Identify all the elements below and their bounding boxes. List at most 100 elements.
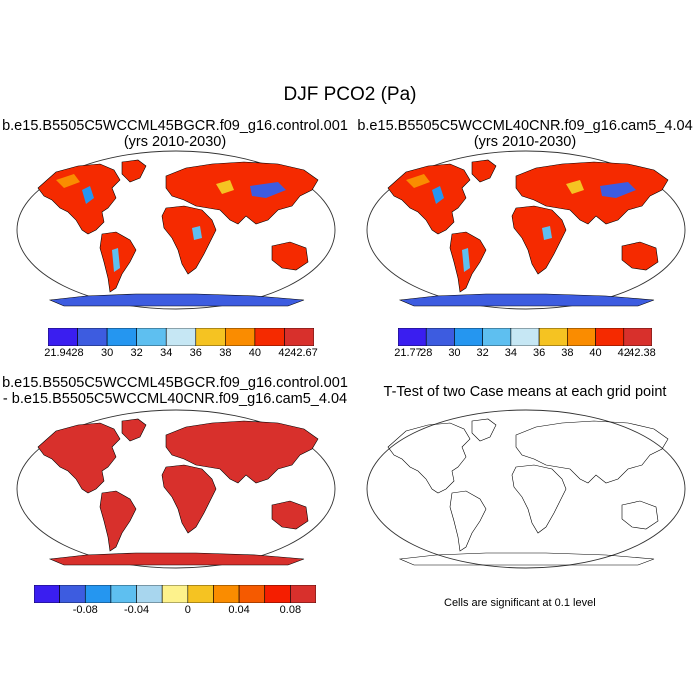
panel-title-line: (yrs 2010-2030) bbox=[123, 134, 227, 150]
panel-title-line: T-Test of two Case means at each grid po… bbox=[383, 384, 667, 400]
colorbar-tick-label: 0 bbox=[184, 604, 191, 616]
colorbar-tick-label: 40 bbox=[248, 347, 261, 359]
continent-greenland bbox=[471, 159, 497, 183]
colorbar-tick-label: 28 bbox=[71, 347, 84, 359]
colorbar-tick-label: 36 bbox=[189, 347, 202, 359]
continent-australia bbox=[271, 241, 309, 271]
colorbar-swatch bbox=[77, 328, 108, 346]
colorbar-swatch bbox=[187, 585, 214, 603]
continent-south-america bbox=[99, 490, 137, 552]
colorbar-labels-difference: -0.08 -0.04 0 0.04 0.08 bbox=[34, 604, 316, 618]
continent-europe-asia bbox=[165, 161, 319, 225]
colorbar-swatch bbox=[482, 328, 512, 346]
panel-title-difference: b.e15.B5505C5WCCML45BGCR.f09_g16.control… bbox=[0, 375, 350, 407]
colorbar-swatch bbox=[623, 328, 652, 346]
colorbar-tick-label: 34 bbox=[160, 347, 173, 359]
colorbar-swatch bbox=[213, 585, 240, 603]
colorbar-tick-label: 30 bbox=[100, 347, 114, 359]
colorbar-tick-label: 0.04 bbox=[228, 604, 250, 616]
colorbar-swatch bbox=[238, 585, 266, 603]
colorbar-labels-case1: 21.94 28 30 32 34 36 38 40 42 42.67 bbox=[44, 347, 318, 361]
colorbar-swatch bbox=[290, 585, 316, 603]
colorbar-swatch bbox=[59, 585, 86, 603]
continent-africa bbox=[511, 205, 567, 275]
colorbar-tick-label: 42 bbox=[617, 347, 630, 359]
colorbar-swatch bbox=[254, 328, 285, 346]
colorbar-tick-label: 30 bbox=[448, 347, 461, 359]
colorbar-swatch bbox=[425, 328, 455, 346]
elevation-patch bbox=[566, 180, 584, 194]
colorbar-swatch bbox=[195, 328, 226, 346]
colorbar-swatch bbox=[48, 328, 78, 346]
continent-europe-asia bbox=[165, 420, 319, 484]
map-case1 bbox=[16, 150, 336, 310]
continent-greenland bbox=[121, 159, 147, 183]
significance-note: Cells are significant at 0.1 level bbox=[444, 597, 596, 609]
elevation-patch bbox=[56, 174, 80, 188]
colorbar-case2 bbox=[398, 328, 652, 346]
continent-greenland bbox=[121, 418, 147, 442]
continent-europe-asia bbox=[515, 161, 669, 225]
continent-africa bbox=[161, 205, 217, 275]
panel-title-line: - b.e15.B5505C5WCCML40CNR.f09_g16.cam5_4… bbox=[2, 391, 348, 407]
colorbar-tick-label: 0.08 bbox=[279, 604, 302, 616]
continent-australia bbox=[271, 500, 309, 530]
panel-title-case1: b.e15.B5505C5WCCML45BGCR.f09_g16.control… bbox=[0, 118, 350, 150]
colorbar-tick-label: 36 bbox=[532, 347, 546, 359]
colorbar-swatch bbox=[567, 328, 596, 346]
colorbar-swatch bbox=[110, 585, 137, 603]
colorbar-tick-label: -0.08 bbox=[72, 604, 98, 616]
colorbar-tick-label: 42 bbox=[278, 347, 291, 359]
elevation-patch bbox=[112, 248, 120, 272]
continent-europe-asia bbox=[515, 420, 669, 484]
colorbar-swatch bbox=[538, 328, 568, 346]
panel-title-line: b.e15.B5505C5WCCML40CNR.f09_g16.cam5_4.0… bbox=[357, 118, 693, 134]
continent-north-america bbox=[387, 422, 471, 494]
continent-africa bbox=[511, 464, 567, 534]
colorbar-tick-label: 40 bbox=[589, 347, 602, 359]
continent-antarctica bbox=[398, 552, 655, 566]
colorbar-swatch bbox=[84, 585, 112, 603]
continent-south-america bbox=[449, 490, 487, 552]
colorbar-labels-case2: 21.77 28 30 32 34 36 38 40 42 42.38 bbox=[394, 347, 656, 361]
colorbar-difference bbox=[34, 585, 316, 603]
colorbar-swatch bbox=[34, 585, 60, 603]
colorbar-tick-label: 32 bbox=[130, 347, 143, 359]
colorbar-tick-label: 38 bbox=[219, 347, 232, 359]
colorbar-tick-label: 38 bbox=[561, 347, 574, 359]
elevation-patch bbox=[250, 182, 286, 198]
colorbar-tick-label: 42.38 bbox=[628, 347, 656, 359]
panel-title-line: b.e15.B5505C5WCCML45BGCR.f09_g16.control… bbox=[2, 118, 348, 134]
figure-title: DJF PCO2 (Pa) bbox=[283, 84, 417, 105]
continent-north-america bbox=[37, 422, 121, 494]
colorbar-tick-label: 32 bbox=[476, 347, 489, 359]
map-ttest bbox=[366, 409, 686, 569]
continent-africa bbox=[161, 464, 217, 534]
panel-title-line: b.e15.B5505C5WCCML45BGCR.f09_g16.control… bbox=[2, 375, 348, 391]
continent-australia bbox=[621, 241, 659, 271]
colorbar-swatch bbox=[454, 328, 483, 346]
elevation-patch bbox=[462, 248, 470, 272]
elevation-patch bbox=[192, 226, 202, 240]
elevation-patch bbox=[406, 174, 430, 188]
map-boundary bbox=[366, 409, 686, 569]
elevation-patch bbox=[600, 182, 636, 198]
elevation-patch bbox=[82, 186, 94, 204]
colorbar-swatch bbox=[284, 328, 314, 346]
elevation-patch bbox=[542, 226, 552, 240]
map-case2 bbox=[366, 150, 686, 310]
colorbar-tick-label: 42.67 bbox=[290, 347, 318, 359]
continent-antarctica bbox=[398, 293, 655, 307]
colorbar-swatch bbox=[106, 328, 137, 346]
colorbar-swatch bbox=[264, 585, 291, 603]
colorbar-swatch bbox=[398, 328, 427, 346]
continent-antarctica bbox=[48, 293, 305, 307]
colorbar-tick-label: 21.94 bbox=[44, 347, 72, 359]
colorbar-tick-label: 21.77 bbox=[394, 347, 422, 359]
continent-australia bbox=[621, 500, 659, 530]
colorbar-swatch bbox=[510, 328, 540, 346]
panel-title-line: (yrs 2010-2030) bbox=[473, 134, 577, 150]
colorbar-swatch bbox=[165, 328, 197, 346]
colorbar-swatch bbox=[595, 328, 625, 346]
panel-title-case2: b.e15.B5505C5WCCML40CNR.f09_g16.cam5_4.0… bbox=[350, 118, 700, 150]
